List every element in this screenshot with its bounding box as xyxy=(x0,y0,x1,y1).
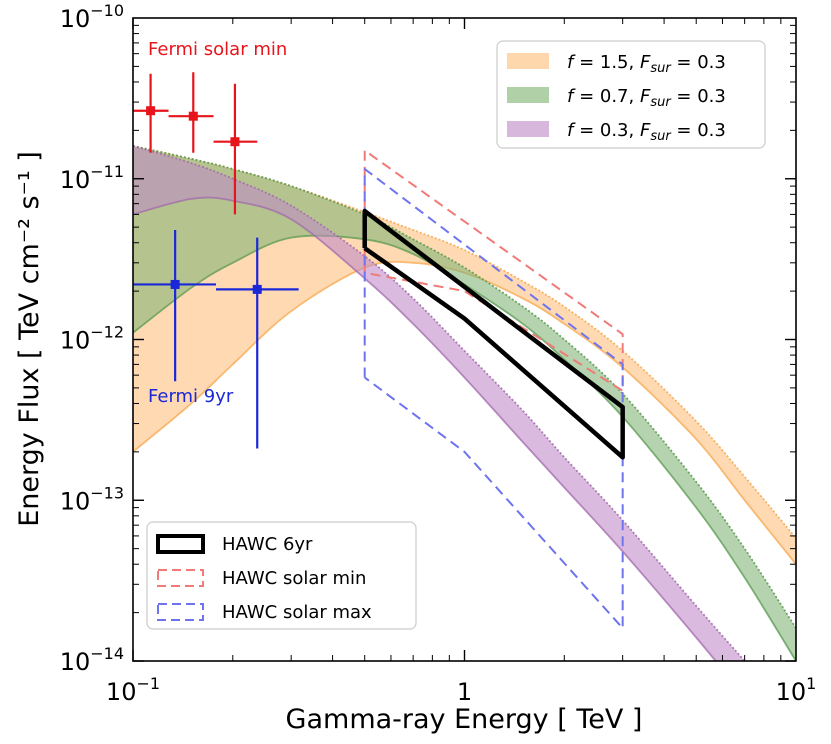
band-3-lower-edge xyxy=(133,196,717,661)
fermi-solar-min-point-2 xyxy=(188,111,198,121)
legend-swatch-hawc-6yr xyxy=(156,534,205,554)
hawc-solar-max-outline xyxy=(363,167,624,630)
legend-swatch-f15 xyxy=(507,53,549,69)
hawc-solar-min-outline xyxy=(363,149,624,392)
legend-label-f07: f = 0.7, Fsur = 0.3 xyxy=(567,86,726,110)
fermi-9yr-point-1 xyxy=(170,279,180,289)
legend-bands: f = 1.5, Fsur = 0.3 f = 0.7, Fsur = 0.3 … xyxy=(496,40,766,149)
legend-swatch-hawc-solar-min xyxy=(157,569,204,587)
y-tick-label-1: 10−14 xyxy=(60,644,124,676)
fermi-solar-min-point-3 xyxy=(230,137,240,147)
legend-label-f03: f = 0.3, Fsur = 0.3 xyxy=(567,120,726,144)
hawc-boxes xyxy=(362,149,625,630)
x-axis-label: Gamma-ray Energy [ TeV ] xyxy=(286,704,643,735)
y-tick-label-5: 10−10 xyxy=(60,1,124,33)
legend-swatch-hawc-solar-max xyxy=(157,603,204,621)
fermi-solar-min-point-1 xyxy=(146,106,156,116)
band-2-lower-edge xyxy=(133,234,796,661)
legend-hawc: HAWC 6yr HAWC solar min HAWC solar max xyxy=(146,521,417,630)
band-1-area xyxy=(133,145,796,565)
model-bands xyxy=(133,145,796,661)
y-tick-label-4: 10−11 xyxy=(60,162,124,194)
fermi-solar-min-label: Fermi solar min xyxy=(148,39,287,60)
legend-label-hawc-solar-min: HAWC solar min xyxy=(222,568,366,589)
legend-swatch-f07 xyxy=(507,87,549,103)
x-tick-label-3: 101 xyxy=(776,674,817,706)
legend-label-f15: f = 1.5, Fsur = 0.3 xyxy=(567,52,726,76)
legend-label-hawc-6yr: HAWC 6yr xyxy=(222,534,313,555)
x-tick-label-1: 10−1 xyxy=(106,674,160,706)
band-2-upper-edge xyxy=(133,145,796,629)
y-tick-label-3: 10−12 xyxy=(60,323,124,355)
y-axis-label: Energy Flux [ TeV cm⁻² s⁻¹ ] xyxy=(14,151,45,527)
legend-swatch-f03 xyxy=(507,121,549,137)
band-3-upper-edge xyxy=(133,145,746,661)
y-tick-label-2: 10−13 xyxy=(60,483,124,515)
hawc-6yr-outline xyxy=(362,208,625,460)
x-tick-label-2: 1 xyxy=(457,678,472,706)
band-3-area xyxy=(133,145,745,661)
fermi-9yr-point-2 xyxy=(252,284,262,294)
fermi-points xyxy=(133,72,299,449)
fermi-9yr-label: Fermi 9yr xyxy=(148,386,234,407)
plot-frame xyxy=(132,17,797,662)
legend-label-hawc-solar-max: HAWC solar max xyxy=(222,602,372,623)
